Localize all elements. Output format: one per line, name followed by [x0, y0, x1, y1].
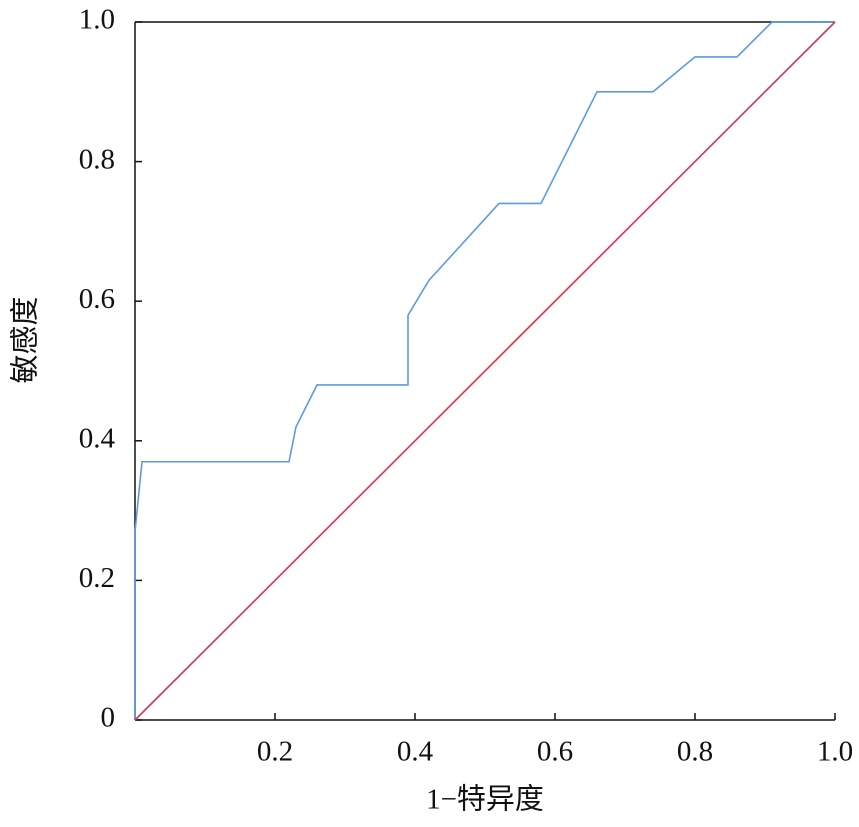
- x-tick-label: 0.8: [677, 736, 713, 768]
- line: [134, 21, 836, 721]
- x-tick-label: 0.2: [257, 736, 293, 768]
- x-axis-label: 1−特异度: [426, 783, 544, 816]
- y-tick-label: 0.6: [79, 283, 115, 315]
- y-tick-label: 0.8: [79, 143, 115, 175]
- y-tick-label: 0: [101, 702, 116, 734]
- y-tick-label: 0.4: [79, 422, 116, 454]
- x-tick-label: 1.0: [817, 736, 853, 768]
- line: [134, 21, 835, 720]
- y-tick-label: 0.2: [79, 562, 115, 594]
- y-tick-label: 1.0: [79, 4, 115, 36]
- x-tick-label: 0.4: [397, 736, 434, 768]
- y-axis-label: 敏感度: [9, 296, 42, 383]
- x-tick-label: 0.6: [537, 736, 573, 768]
